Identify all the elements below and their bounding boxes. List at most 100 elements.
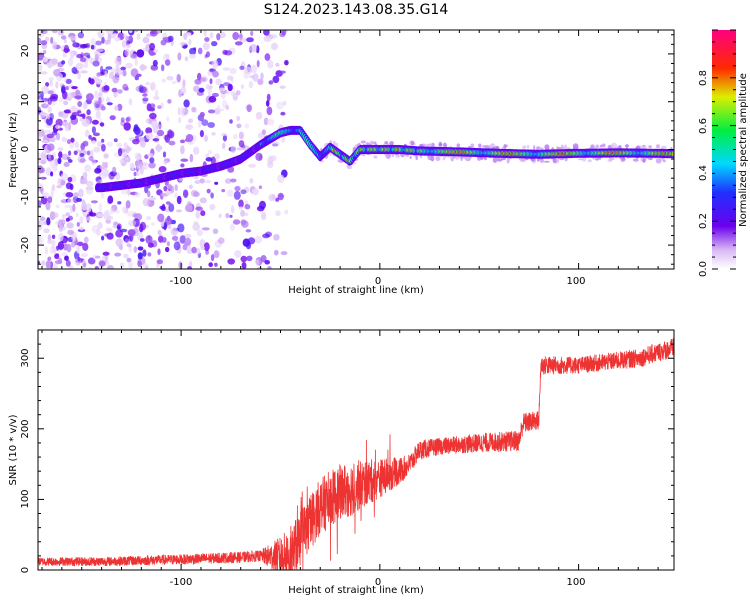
- heatmap-cell: [61, 90, 68, 100]
- heatmap-cell: [91, 119, 99, 125]
- heatmap-cell: [179, 42, 188, 46]
- heatmap-cell: [75, 62, 84, 70]
- heatmap-cell: [256, 60, 260, 68]
- heatmap-cell: [91, 140, 97, 144]
- heatmap-cell: [184, 204, 193, 213]
- heatmap-cell: [184, 237, 192, 246]
- heatmap-cell: [136, 49, 145, 58]
- heatmap-cell: [114, 56, 122, 66]
- heatmap-cell: [108, 171, 115, 180]
- heatmap-cell: [80, 253, 88, 258]
- heatmap-cell: [38, 260, 41, 265]
- heatmap-cell: [57, 147, 64, 151]
- heatmap-cell: [246, 37, 254, 43]
- heatmap-cell: [114, 37, 121, 42]
- top-y-tick-label: 0: [20, 146, 31, 152]
- heatmap-cell: [503, 144, 507, 150]
- heatmap-cell: [46, 114, 51, 120]
- heatmap-cell: [106, 216, 114, 220]
- heatmap-cell: [38, 152, 41, 161]
- heatmap-cell: [201, 227, 210, 231]
- heatmap-cell: [162, 151, 167, 158]
- heatmap-cell: [49, 96, 58, 102]
- heatmap-cell: [65, 192, 74, 198]
- colorbar-tick-label: 0.4: [698, 165, 709, 181]
- heatmap-cell: [98, 92, 103, 97]
- heatmap-cell: [194, 180, 201, 184]
- heatmap-cell: [43, 228, 50, 234]
- heatmap-cell: [438, 143, 443, 147]
- heatmap-cell: [632, 158, 639, 162]
- heatmap-cell: [124, 238, 130, 244]
- heatmap-cell: [54, 253, 60, 260]
- heatmap-cell: [211, 92, 219, 98]
- heatmap-cell: [57, 241, 64, 250]
- heatmap-cell: [61, 35, 67, 40]
- heatmap-cell: [106, 141, 113, 147]
- heatmap-cell: [142, 198, 150, 207]
- heatmap-cell: [123, 142, 128, 148]
- heatmap-cell: [126, 257, 132, 263]
- colorbar-tick-label: 0.0: [698, 261, 709, 277]
- heatmap-cell: [102, 251, 110, 256]
- heatmap-cell: [128, 30, 133, 33]
- heatmap-cell: [128, 261, 134, 269]
- heatmap-cell: [117, 201, 122, 205]
- heatmap-cell: [65, 260, 71, 267]
- heatmap-cell: [252, 188, 259, 196]
- heatmap-cell: [389, 141, 394, 146]
- heatmap-cell: [62, 121, 68, 127]
- heatmap-cell: [221, 189, 226, 193]
- heatmap-cell: [167, 35, 174, 42]
- heatmap-cell: [116, 142, 123, 148]
- heatmap-cell: [275, 62, 280, 67]
- heatmap-cell: [199, 239, 206, 248]
- heatmap-cell: [187, 266, 192, 269]
- heatmap-cell: [506, 157, 510, 164]
- heatmap-cell: [163, 185, 168, 192]
- heatmap-cell: [114, 252, 122, 257]
- heatmap-cell: [224, 178, 232, 184]
- heatmap-cell: [146, 103, 152, 112]
- heatmap-cell: [113, 32, 117, 37]
- heatmap-cell: [116, 225, 121, 230]
- heatmap-cell: [74, 141, 79, 148]
- heatmap-cell: [168, 140, 176, 146]
- heatmap-cell: [126, 210, 135, 217]
- heatmap-cell: [230, 178, 237, 183]
- heatmap-cell: [161, 78, 167, 83]
- heatmap-cell: [202, 42, 210, 51]
- heatmap-cell: [274, 249, 279, 256]
- heatmap-cell: [180, 139, 185, 144]
- heatmap-cell: [655, 158, 662, 164]
- heatmap-cell: [209, 32, 214, 39]
- heatmap-cell: [161, 64, 165, 72]
- heatmap-cell: [77, 256, 81, 262]
- bottom-y-tick-label: 0: [20, 567, 31, 573]
- heatmap-cell: [79, 179, 88, 185]
- heatmap-cell: [225, 213, 230, 219]
- heatmap-cell: [73, 150, 78, 156]
- heatmap-cell: [410, 141, 415, 146]
- heatmap-cell: [105, 219, 111, 224]
- heatmap-cell: [149, 42, 156, 51]
- heatmap-cell: [189, 47, 197, 56]
- heatmap-cell: [346, 166, 353, 169]
- heatmap-cell: [43, 49, 47, 55]
- heatmap-cell: [41, 112, 49, 116]
- heatmap-cell: [183, 99, 190, 108]
- heatmap-cell: [552, 158, 557, 164]
- heatmap-cell: [60, 172, 69, 181]
- heatmap-cell: [254, 235, 263, 244]
- heatmap-cell: [165, 53, 170, 59]
- heatmap-cell: [96, 213, 104, 218]
- heatmap-cell: [671, 152, 674, 156]
- heatmap-cell: [113, 138, 118, 143]
- heatmap-cell: [40, 40, 48, 46]
- heatmap-cell: [93, 146, 101, 153]
- heatmap-cell: [71, 234, 77, 242]
- heatmap-cell: [56, 184, 62, 189]
- heatmap-cell: [42, 56, 49, 63]
- heatmap-cell: [135, 30, 139, 33]
